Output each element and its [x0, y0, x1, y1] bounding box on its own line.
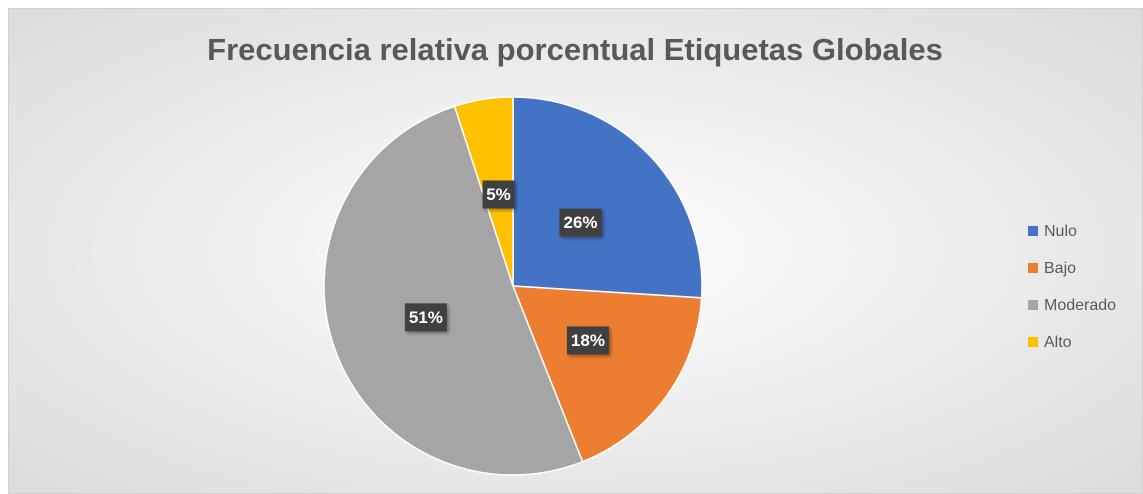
- legend-swatch: [1028, 337, 1038, 347]
- data-label-text: 26%: [563, 213, 597, 232]
- data-label: 51%: [404, 303, 447, 332]
- legend-swatch: [1028, 300, 1038, 310]
- data-label-text: 51%: [409, 308, 443, 327]
- pie-slice: [512, 96, 703, 299]
- data-label: 26%: [559, 208, 602, 237]
- data-label-box: [404, 303, 447, 332]
- legend-swatch: [1028, 226, 1038, 236]
- legend-label: Bajo: [1044, 260, 1076, 277]
- pie-slice: [323, 105, 584, 476]
- data-label-text: 5%: [486, 185, 511, 204]
- pie-slice: [511, 285, 703, 463]
- data-label-text: 18%: [571, 331, 605, 350]
- data-label-box: [559, 208, 602, 237]
- data-label-box: [566, 326, 609, 355]
- legend-swatch: [1028, 263, 1038, 273]
- legend-label: Nulo: [1044, 223, 1077, 240]
- chart-title: Frecuencia relativa porcentual Etiquetas…: [207, 32, 943, 67]
- data-label: 5%: [482, 180, 515, 209]
- legend-label: Moderado: [1044, 297, 1116, 314]
- legend-label: Alto: [1044, 334, 1072, 351]
- data-label: 18%: [566, 326, 609, 355]
- data-label-box: [482, 180, 515, 209]
- legend: Nulo Bajo Moderado Alto: [1028, 223, 1116, 351]
